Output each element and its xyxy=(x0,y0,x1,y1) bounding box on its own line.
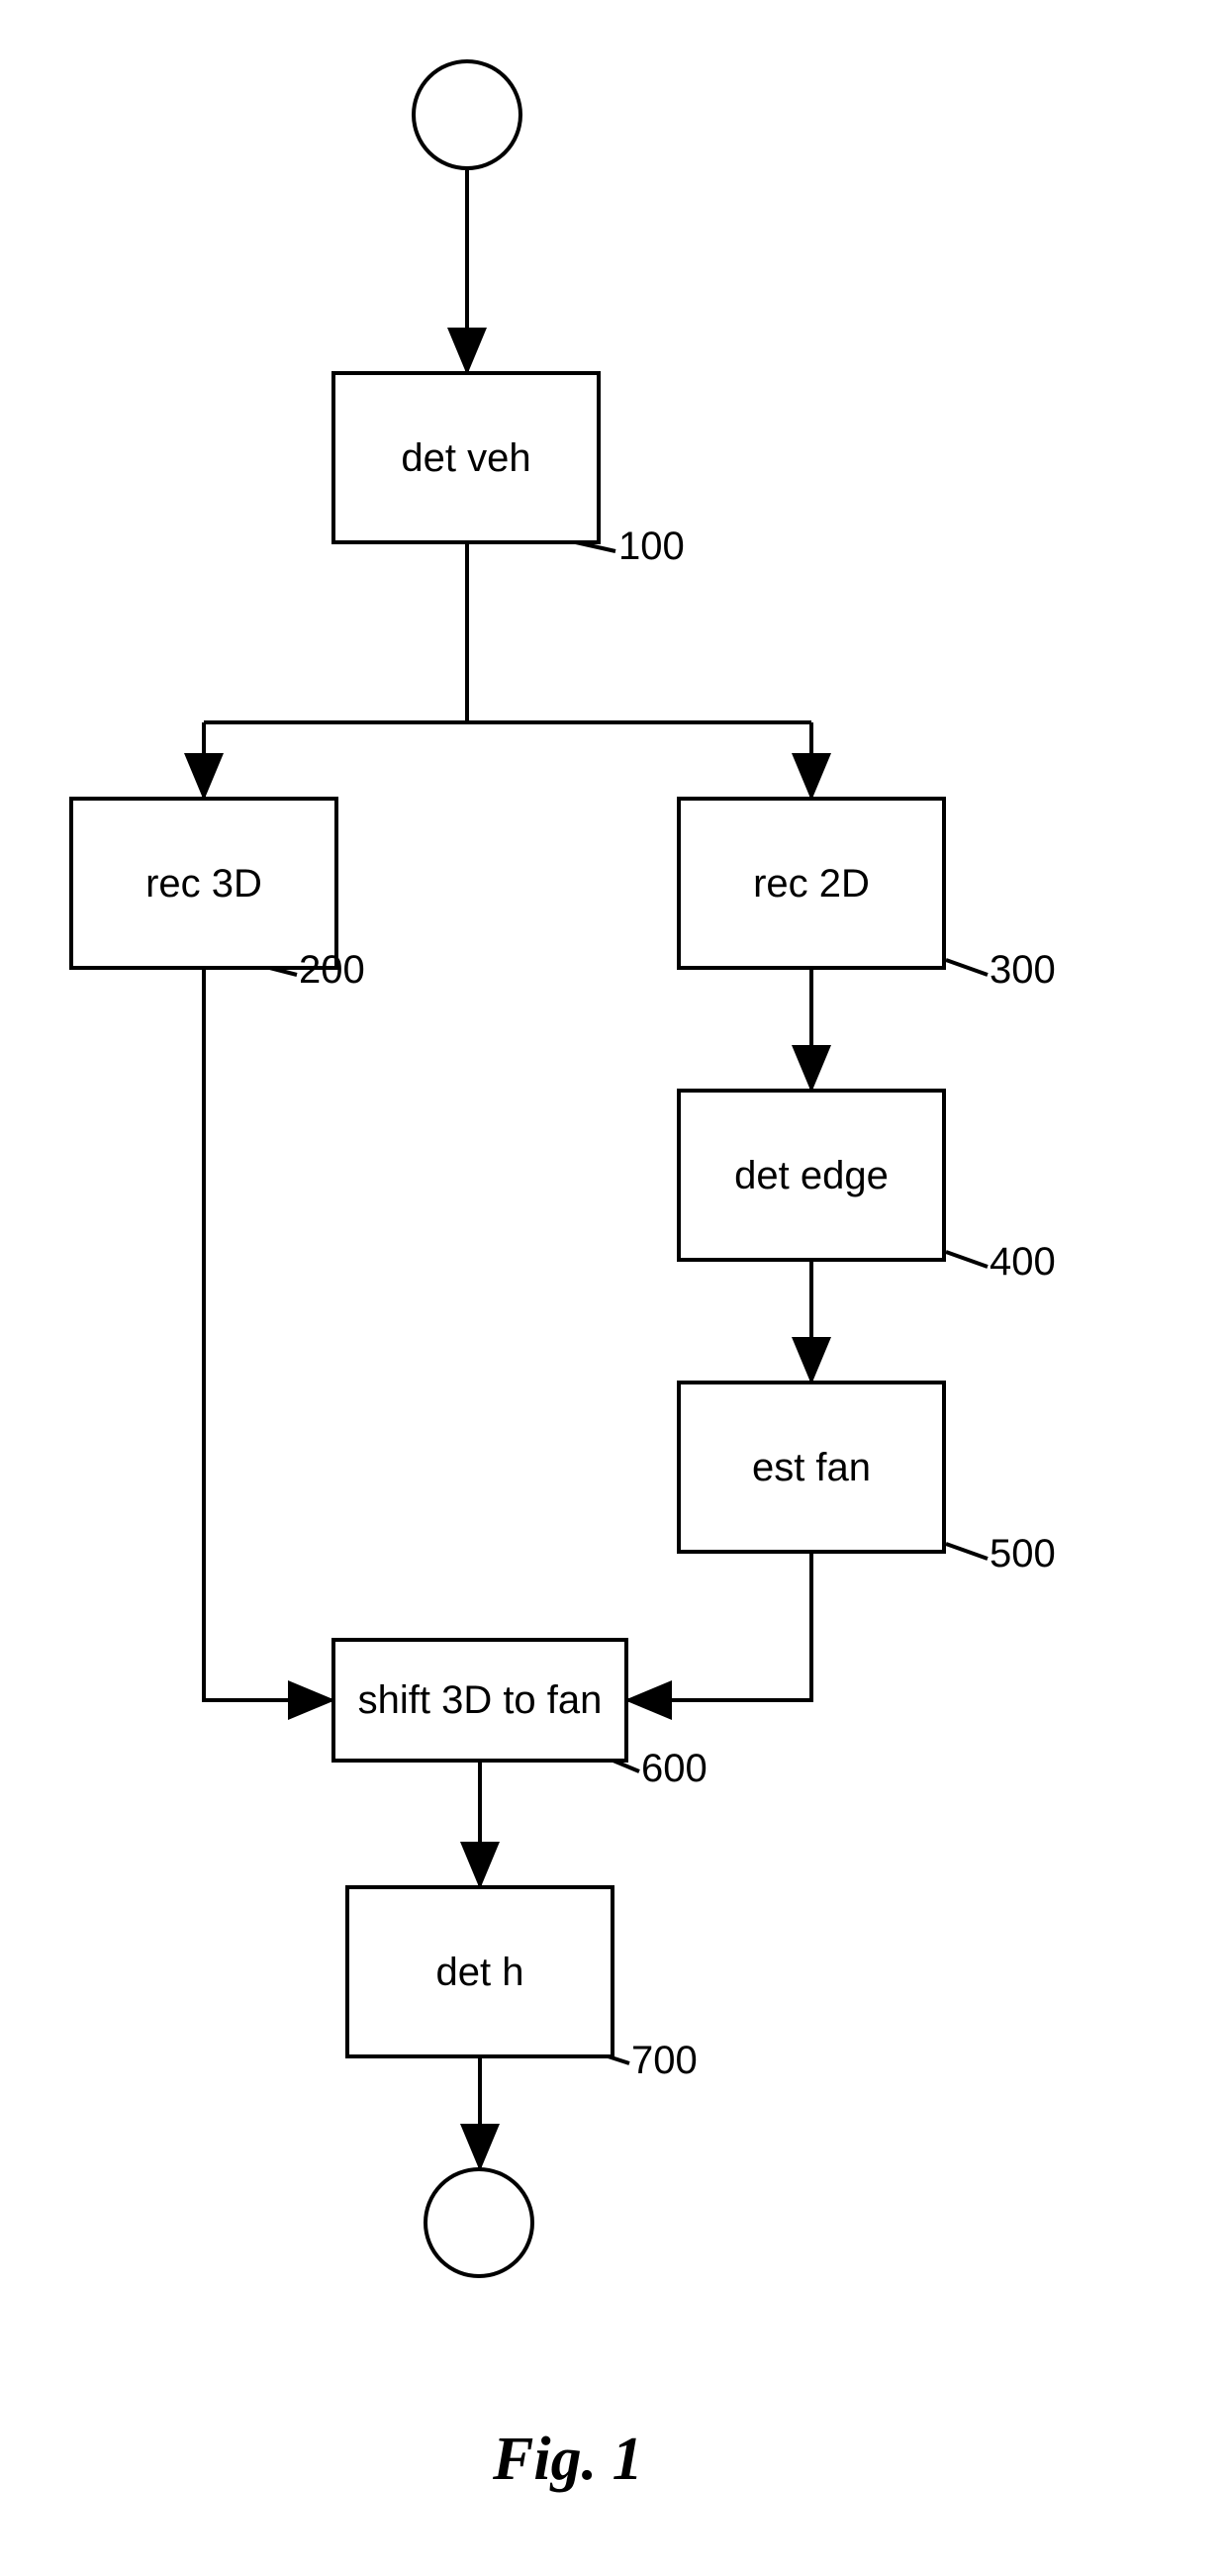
ref-label-400: 400 xyxy=(990,1240,1056,1285)
ref-label-600: 600 xyxy=(641,1747,708,1791)
process-det-h: det h xyxy=(345,1885,614,2058)
ref-label-500: 500 xyxy=(990,1532,1056,1576)
node-label: det h xyxy=(436,1951,524,1994)
node-label: rec 2D xyxy=(753,862,870,906)
node-label: rec 3D xyxy=(145,862,262,906)
process-est-fan: est fan xyxy=(677,1381,946,1554)
ref-label-100: 100 xyxy=(618,525,685,569)
ref-label-300: 300 xyxy=(990,948,1056,993)
node-label: det edge xyxy=(734,1154,889,1197)
ref-label-200: 200 xyxy=(299,948,365,993)
figure-caption: Fig. 1 xyxy=(493,2425,643,2495)
process-det-edge: det edge xyxy=(677,1089,946,1262)
process-rec-2d: rec 2D xyxy=(677,797,946,970)
node-label: est fan xyxy=(752,1446,871,1489)
node-label: shift 3D to fan xyxy=(358,1678,603,1722)
process-det-veh: det veh xyxy=(331,371,601,544)
node-label: det veh xyxy=(401,436,530,480)
end-terminal xyxy=(424,2167,534,2278)
start-terminal xyxy=(412,59,522,170)
ref-label-700: 700 xyxy=(631,2039,698,2083)
edges-layer xyxy=(0,0,1227,2576)
process-shift-3d-to-fan: shift 3D to fan xyxy=(331,1638,628,1763)
process-rec-3d: rec 3D xyxy=(69,797,338,970)
flowchart-canvas: det veh 100 rec 3D 200 rec 2D 300 det ed… xyxy=(0,0,1227,2576)
